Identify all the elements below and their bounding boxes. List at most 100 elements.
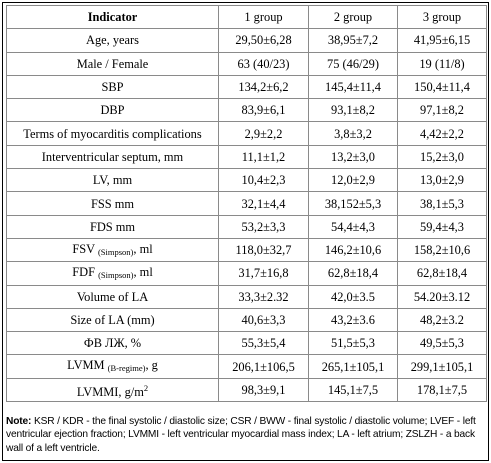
group-2-value: 38,152±5,3 — [308, 191, 398, 216]
indicator-name: Volume of LA — [76, 289, 149, 304]
table-header-row: Indicator 1 group 2 group 3 group — [6, 4, 487, 30]
group-1-value: 2,9±2,2 — [218, 121, 309, 146]
group-3-value: 97,1±8,2 — [397, 98, 487, 123]
group-1-value: 134,2±6,2 — [218, 74, 309, 100]
indicator-name: DBP — [100, 103, 125, 118]
group-2-value: 13,2±3,0 — [308, 144, 398, 170]
table-body: Age, years 29,50±6,28 38,95±7,2 41,95±6,15 M… — [6, 28, 487, 403]
indicator-name: FSV — [72, 241, 98, 256]
table-row: FDS mm 53,2±3,3 54,4±4,3 59,4±4,3 — [6, 214, 487, 239]
group-1-value: 83,9±6,1 — [218, 98, 309, 123]
group-3-value: 48,2±3.2 — [397, 307, 487, 333]
group-3-value: 150,4±11,4 — [397, 74, 487, 100]
indicator-unit: , ml — [133, 264, 153, 279]
group-1-value: 10,4±2,3 — [218, 168, 309, 193]
header-group-2: 2 group — [308, 4, 398, 30]
row-indicator-label: ФВ ЛЖ, % — [6, 331, 219, 356]
row-indicator-label: LVMMI, g/m2 — [6, 377, 219, 403]
group-3-value: 49,5±5,3 — [397, 331, 487, 356]
row-indicator-label: Terms of myocarditis complications — [6, 121, 219, 146]
indicator-unit: , g — [145, 358, 158, 373]
row-indicator-label: Male / Female — [6, 51, 219, 76]
row-indicator-label: Age, years — [6, 28, 219, 53]
note-text: KSR / KDR - the final systolic / diastol… — [6, 416, 476, 454]
table-row: LVMMI, g/m2 98,3±9,1 145,1±7,5 178,1±7,5 — [6, 377, 487, 403]
indicator-name: FDS mm — [89, 219, 136, 234]
row-indicator-label: LV, mm — [6, 168, 219, 193]
indicator-unit: , ml — [133, 241, 153, 256]
row-indicator-label: FSS mm — [6, 191, 219, 216]
group-3-value: 59,4±4,3 — [397, 214, 487, 239]
table-row: Size of LA (mm) 40,6±3,3 43,2±3.6 48,2±3.2 — [6, 307, 487, 333]
group-2-value: 265,1±105,1 — [308, 354, 398, 379]
group-1-value: 31,7±16,8 — [218, 261, 309, 286]
table-row: Age, years 29,50±6,28 38,95±7,2 41,95±6,15 — [6, 28, 487, 53]
table-note: Note: KSR / KDR - the final systolic / d… — [6, 415, 484, 455]
table-row: FDF (Simpson), ml 31,7±16,8 62,8±18,4 62,8±… — [6, 261, 487, 286]
indicator-name: LVMM — [67, 358, 108, 373]
group-1-value: 33,3±2.32 — [218, 284, 309, 309]
group-2-value: 62,8±18,4 — [308, 261, 398, 286]
indicator-superscript: 2 — [143, 382, 149, 393]
group-2-value: 51,5±5,3 — [308, 331, 398, 356]
group-3-value: 54.20±3.12 — [397, 284, 487, 309]
header-group-3: 3 group — [397, 4, 487, 30]
group-2-value: 12,0±2,9 — [308, 168, 398, 193]
indicator-name: LV, mm — [92, 173, 133, 188]
group-3-value: 15,2±3,0 — [397, 144, 487, 170]
table-row: SBP 134,2±6,2 145,4±11,4 150,4±11,4 — [6, 74, 487, 100]
group-2-value: 145,4±11,4 — [308, 74, 398, 100]
header-group-1: 1 group — [218, 4, 309, 30]
group-1-value: 53,2±3,3 — [218, 214, 309, 239]
group-2-value: 146,2±10,6 — [308, 237, 398, 263]
group-1-value: 118,0±32,7 — [218, 237, 309, 263]
indicator-subscript: (Simpson) — [97, 246, 134, 257]
indicator-name: SBP — [101, 80, 124, 95]
table-row: Male / Female 63 (40/23) 75 (46/29) 19 (11/… — [6, 51, 487, 76]
indicator-name: Age, years — [86, 33, 139, 48]
table-row: FSS mm 32,1±4,4 38,152±5,3 38,1±5,3 — [6, 191, 487, 216]
table-row: Volume of LA 33,3±2.32 42,0±3.5 54.20±3.12 — [6, 284, 487, 309]
group-2-value: 145,1±7,5 — [308, 377, 398, 403]
group-1-value: 98,3±9,1 — [218, 377, 309, 403]
row-indicator-label: Interventricular septum, mm — [6, 144, 219, 170]
indicator-name: LVMMI, g/m — [76, 384, 144, 399]
group-2-value: 3,8±3,2 — [308, 121, 398, 146]
group-3-value: 178,1±7,5 — [397, 377, 487, 403]
group-3-value: 19 (11/8) — [397, 51, 487, 76]
group-2-value: 75 (46/29) — [308, 51, 398, 76]
group-2-value: 38,95±7,2 — [308, 28, 398, 53]
table-row: ФВ ЛЖ, % 55,3±5,4 51,5±5,3 49,5±5,3 — [6, 331, 487, 356]
row-indicator-label: FDS mm — [6, 214, 219, 239]
row-indicator-label: FDF (Simpson), ml — [6, 261, 219, 286]
group-1-value: 206,1±106,5 — [218, 354, 309, 379]
header-indicator: Indicator — [6, 4, 219, 30]
group-3-value: 41,95±6,15 — [397, 28, 487, 53]
row-indicator-label: LVMM (B-regime), g — [6, 354, 219, 379]
row-indicator-label: SBP — [6, 74, 219, 100]
group-3-value: 4,42±2,2 — [397, 121, 487, 146]
group-2-value: 93,1±8,2 — [308, 98, 398, 123]
indicator-name: Male / Female — [76, 56, 149, 71]
group-1-value: 29,50±6,28 — [218, 28, 309, 53]
table-row: Terms of myocarditis complications 2,9±2,… — [6, 121, 487, 146]
indicator-name: Size of LA (mm) — [70, 313, 155, 327]
row-indicator-label: DBP — [6, 98, 219, 123]
group-2-value: 43,2±3.6 — [308, 307, 398, 333]
table-row: LV, mm 10,4±2,3 12,0±2,9 13,0±2,9 — [6, 168, 487, 193]
group-3-value: 299,1±105,1 — [397, 354, 487, 379]
note-prefix: Note: — [6, 416, 32, 427]
row-indicator-label: Size of LA (mm) — [6, 307, 219, 333]
indicator-subscript: (Simpson) — [98, 269, 134, 280]
indicator-name: FSS mm — [90, 196, 135, 211]
row-indicator-label: Volume of LA — [6, 284, 219, 309]
group-3-value: 158,2±10,6 — [397, 237, 487, 263]
group-1-value: 63 (40/23) — [218, 51, 309, 76]
group-1-value: 55,3±5,4 — [218, 331, 309, 356]
indicator-name: ФВ ЛЖ, % — [83, 336, 142, 351]
table-row: LVMM (B-regime), g 206,1±106,5 265,1±105,1… — [6, 354, 487, 379]
indicator-name: FDF — [72, 264, 99, 279]
group-3-value: 38,1±5,3 — [397, 191, 487, 216]
group-1-value: 40,6±3,3 — [218, 307, 309, 333]
